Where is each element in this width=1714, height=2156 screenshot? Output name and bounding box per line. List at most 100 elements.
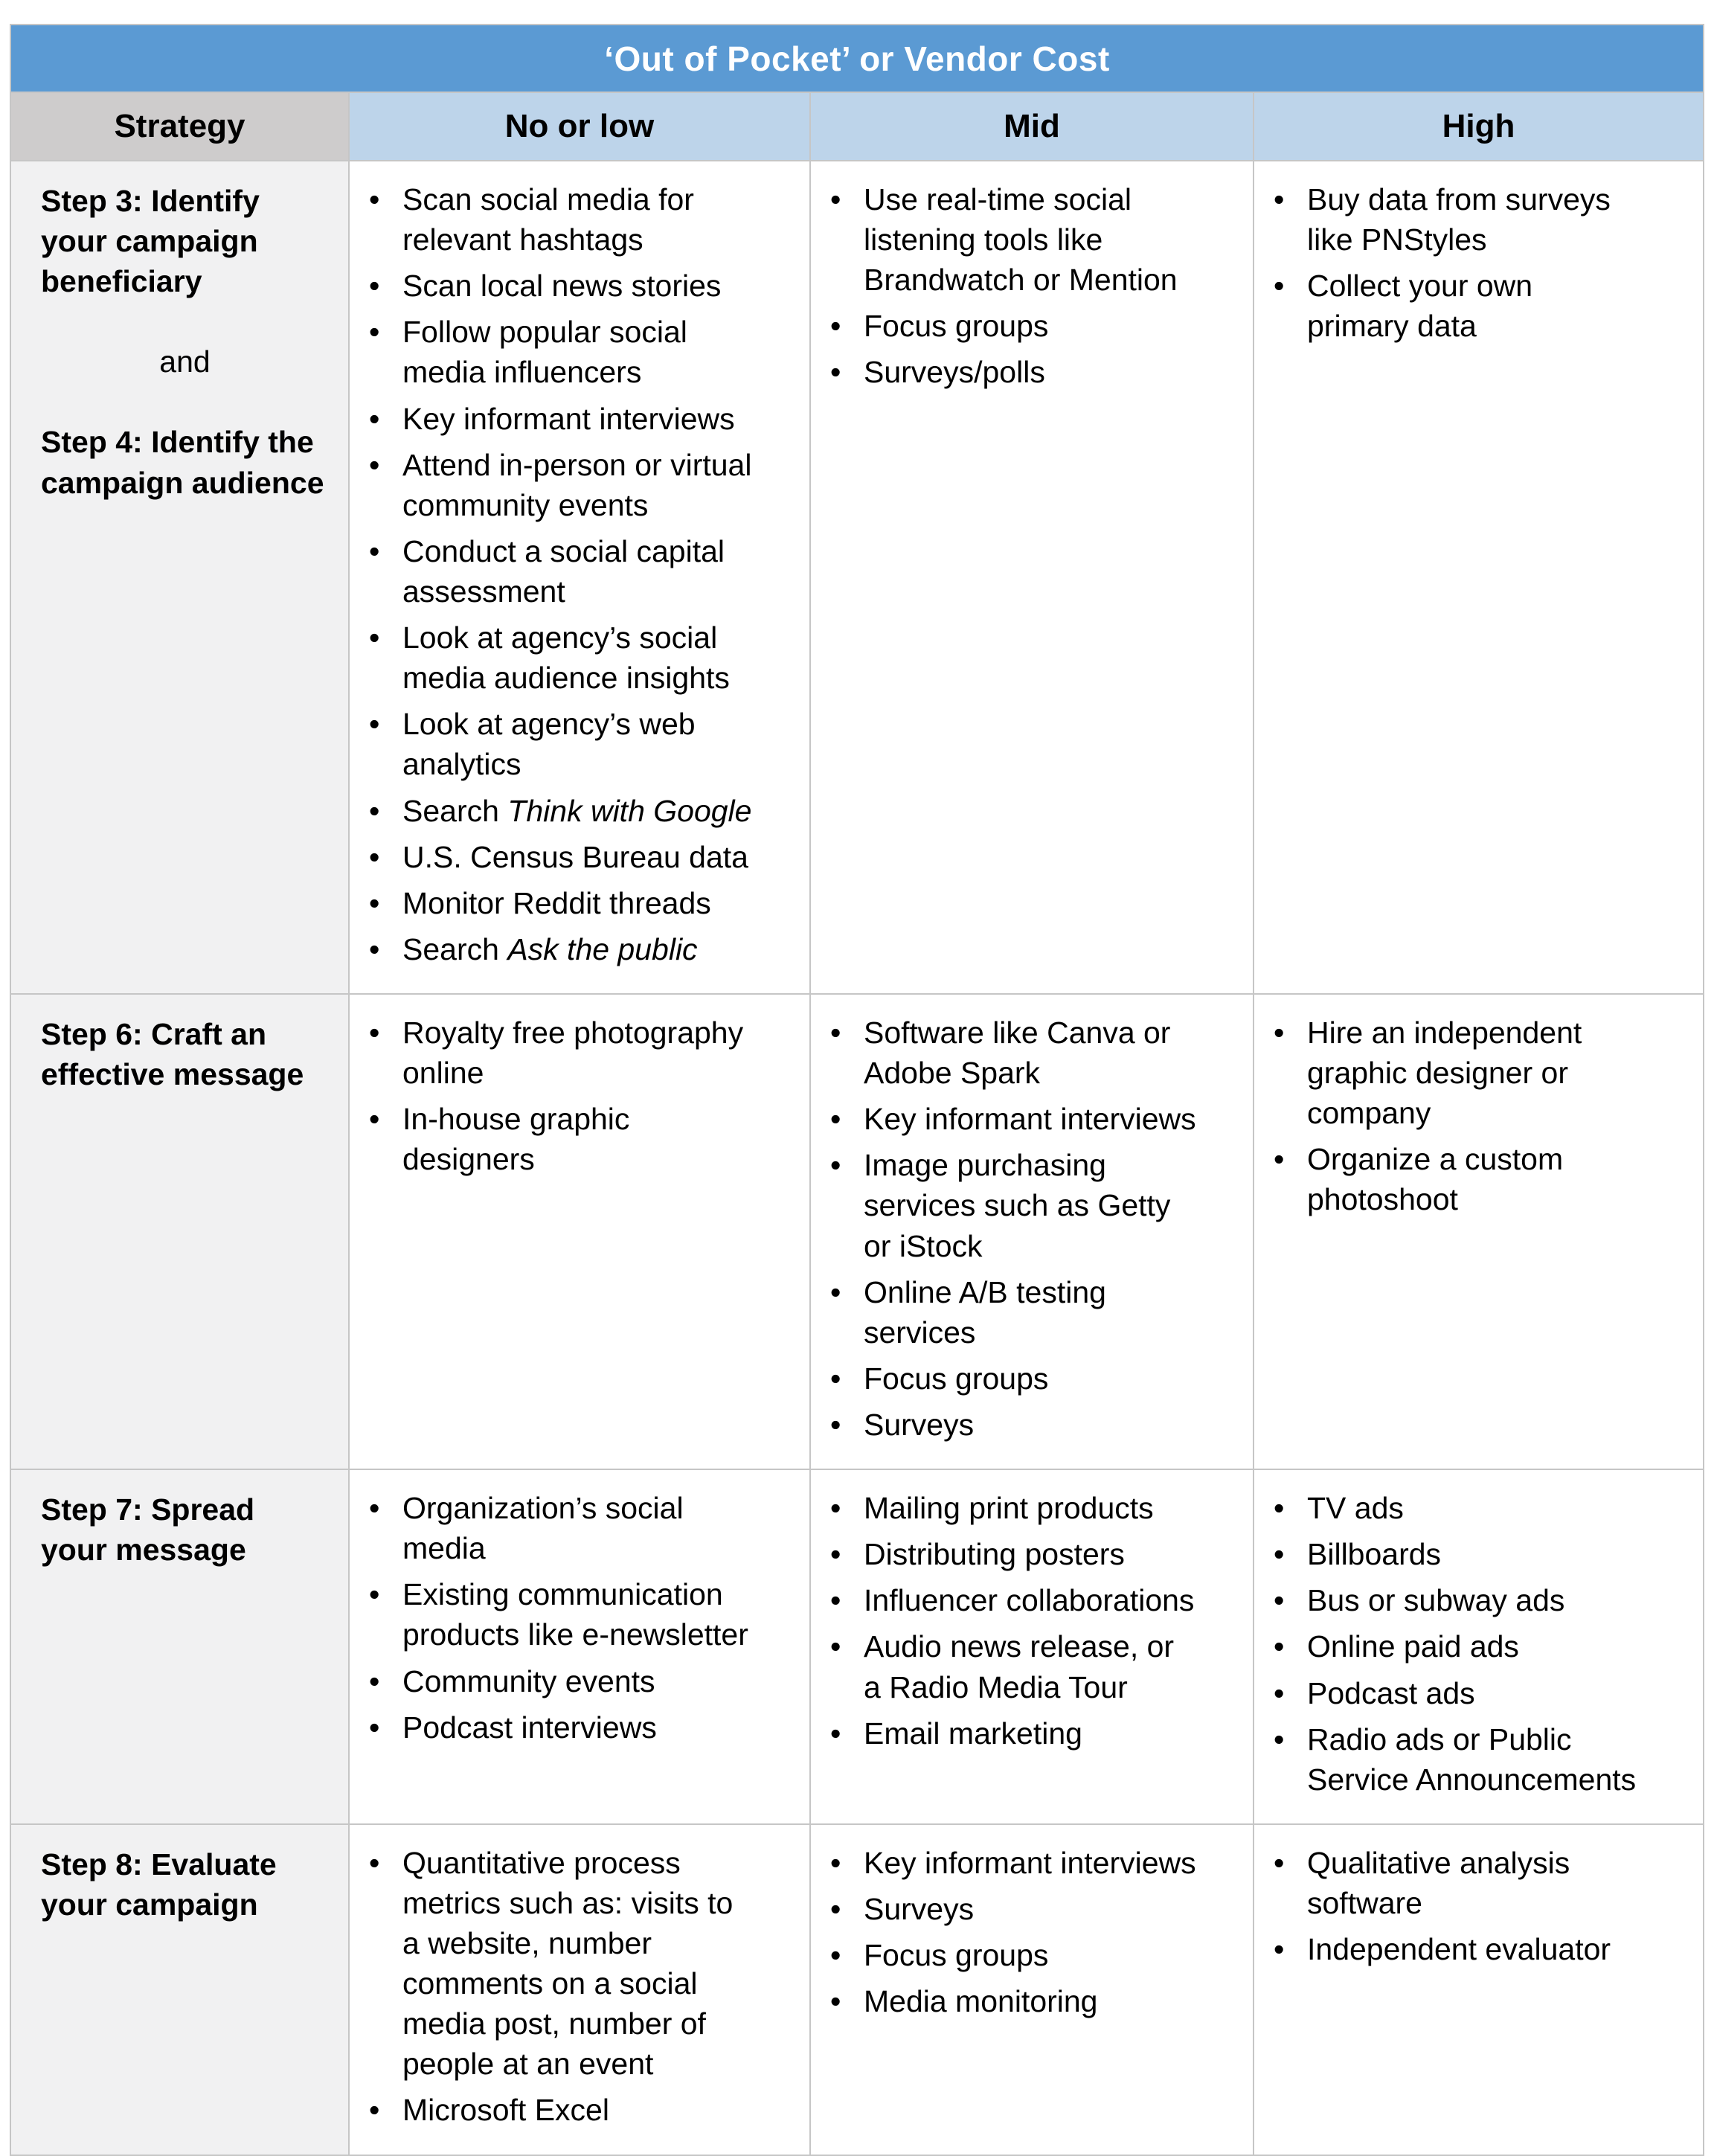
bullet-list: Mailing print products Distributing poste… — [811, 1488, 1253, 1754]
bullet-text-italic: Ask the public — [507, 931, 698, 966]
bullet-item: U.S. Census Bureau data — [350, 837, 809, 877]
bullet-item: Attend in-person or virtual community ev… — [350, 445, 809, 525]
bullet-item: Scan social media for relevant hashtags — [350, 179, 809, 260]
vendor-cost-table: ‘Out of Pocket’ or Vendor Cost Strategy … — [9, 24, 1705, 2156]
bullet-text: Search — [402, 793, 508, 828]
bullet-item: Collect your own primary data — [1254, 266, 1703, 346]
bullet-item: Use real-time social listening tools lik… — [811, 179, 1253, 300]
bullet-item: Mailing print products — [811, 1488, 1253, 1528]
cost-cell-high: Buy data from surveys like PNStylesColle… — [1252, 160, 1705, 995]
bullet-list: Software like Canva or Adobe Spark Key in… — [811, 1013, 1253, 1445]
cost-cell-mid: Use real-time social listening tools lik… — [809, 160, 1254, 995]
bullet-item: Search Think with Google — [350, 791, 809, 831]
title-row: ‘Out of Pocket’ or Vendor Cost — [9, 24, 1705, 93]
bullet-item: Podcast interviews — [350, 1707, 809, 1748]
cost-cell-high: Qualitative analysis software Independent… — [1252, 1823, 1705, 2156]
cost-cell-high: Hire an independent graphic designer or … — [1252, 992, 1705, 1471]
table-row: Step 6: Craft an effective message Royalt… — [10, 992, 1705, 1471]
cost-cell-no-or-low: Scan social media for relevant hashtags S… — [348, 160, 811, 995]
bullet-item: Hire an independent graphic designer or … — [1254, 1013, 1703, 1133]
column-header-no-or-low: No or low — [348, 92, 811, 161]
bullet-list: Quantitative process metrics such as: vi… — [350, 1843, 809, 2131]
strategy-cell: Step 8: Evaluate your campaign — [10, 1823, 350, 2156]
table-row: Step 8: Evaluate your campaign Quantitati… — [10, 1823, 1705, 2156]
bullet-list: Organization’s social mediaExisting comm… — [350, 1488, 809, 1748]
bullet-item: Look at agency’s social media audience i… — [350, 617, 809, 698]
cost-cell-high: TV ads Billboards Bus or subway ads Online … — [1252, 1469, 1705, 1825]
bullet-item: Existing communication products like e-n… — [350, 1574, 809, 1655]
column-header-row: Strategy No or low Mid High — [10, 92, 1705, 161]
table-row: Step 7: Spread your message Organization’… — [10, 1469, 1705, 1825]
bullet-item: Quantitative process metrics such as: vi… — [350, 1843, 809, 2085]
strategy-step-label: Step 3: Identify your campaign beneficia… — [41, 184, 260, 299]
column-header-mid: Mid — [809, 92, 1254, 161]
strategy-connector-label: and — [159, 344, 211, 379]
bullet-item: Key informant interviews — [350, 399, 809, 439]
cost-cell-no-or-low: Organization’s social mediaExisting comm… — [348, 1469, 811, 1825]
strategy-cell: Step 6: Craft an effective message — [10, 992, 350, 1471]
bullet-item: Key informant interviews — [811, 1843, 1253, 1883]
bullet-item: Surveys — [811, 1405, 1253, 1445]
cost-cell-mid: Software like Canva or Adobe Spark Key in… — [809, 992, 1254, 1471]
bullet-item: Image purchasing services such as Getty … — [811, 1145, 1253, 1265]
bullet-item: Community events — [350, 1661, 809, 1701]
bullet-item: Microsoft Excel — [350, 2090, 809, 2130]
cost-cell-mid: Mailing print products Distributing poste… — [809, 1469, 1254, 1825]
column-header-high: High — [1252, 92, 1705, 161]
bullet-item: Organization’s social media — [350, 1488, 809, 1568]
bullet-item: Focus groups — [811, 1935, 1253, 1975]
bullet-item: Search Ask the public — [350, 929, 809, 969]
bullet-item: Bus or subway ads — [1254, 1580, 1703, 1620]
strategy-step-label: Step 4: Identify the campaign audience — [41, 425, 324, 500]
strategy-step-label: Step 7: Spread your message — [41, 1492, 255, 1568]
bullet-list: Scan social media for relevant hashtags S… — [350, 179, 809, 969]
bullet-item: Online paid ads — [1254, 1626, 1703, 1666]
bullet-item: Surveys — [811, 1889, 1253, 1929]
bullet-item: Focus groups — [811, 1358, 1253, 1399]
strategy-cell: Step 7: Spread your message — [10, 1469, 350, 1825]
bullet-item: Independent evaluator — [1254, 1929, 1703, 1969]
table-row: Step 3: Identify your campaign beneficia… — [10, 160, 1705, 995]
table-body: Step 3: Identify your campaign beneficia… — [10, 160, 1705, 2156]
bullet-item: Radio ads or Public Service Announcement… — [1254, 1719, 1703, 1800]
bullet-text: Search — [402, 931, 508, 966]
bullet-item: Billboards — [1254, 1534, 1703, 1574]
strategy-step-label: Step 8: Evaluate your campaign — [41, 1847, 277, 1922]
bullet-item: Podcast ads — [1254, 1673, 1703, 1713]
bullet-item: Online A/B testing services — [811, 1272, 1253, 1353]
table-title: ‘Out of Pocket’ or Vendor Cost — [9, 24, 1705, 93]
strategy-step-label: Step 6: Craft an effective message — [41, 1016, 304, 1092]
bullet-item: Distributing posters — [811, 1534, 1253, 1574]
bullet-item: Audio news release, or a Radio Media Tou… — [811, 1626, 1253, 1707]
bullet-list: Hire an independent graphic designer or … — [1254, 1013, 1703, 1220]
bullet-item: Royalty free photography online — [350, 1013, 809, 1093]
cost-cell-no-or-low: Quantitative process metrics such as: vi… — [348, 1823, 811, 2156]
bullet-item: Buy data from surveys like PNStyles — [1254, 179, 1703, 260]
bullet-list: Use real-time social listening tools lik… — [811, 179, 1253, 393]
bullet-text-italic: Think with Google — [507, 793, 752, 828]
bullet-item: Media monitoring — [811, 1981, 1253, 2021]
bullet-item: In-house graphic designers — [350, 1099, 809, 1179]
cost-cell-no-or-low: Royalty free photography onlineIn-house … — [348, 992, 811, 1471]
bullet-item: Follow popular social media influencers — [350, 312, 809, 392]
bullet-item: Software like Canva or Adobe Spark — [811, 1013, 1253, 1093]
cost-cell-mid: Key informant interviews Surveys Focus gro… — [809, 1823, 1254, 2156]
bullet-item: Influencer collaborations — [811, 1580, 1253, 1620]
bullet-item: Conduct a social capital assessment — [350, 531, 809, 612]
bullet-list: Buy data from surveys like PNStylesColle… — [1254, 179, 1703, 346]
bullet-item: Monitor Reddit threads — [350, 883, 809, 923]
bullet-list: Royalty free photography onlineIn-house … — [350, 1013, 809, 1179]
bullet-item: TV ads — [1254, 1488, 1703, 1528]
bullet-list: Qualitative analysis software Independent… — [1254, 1843, 1703, 1969]
bullet-item: Organize a custom photoshoot — [1254, 1139, 1703, 1219]
bullet-item: Email marketing — [811, 1713, 1253, 1754]
strategy-cell: Step 3: Identify your campaign beneficia… — [10, 160, 350, 995]
bullet-list: Key informant interviews Surveys Focus gro… — [811, 1843, 1253, 2022]
bullet-item: Qualitative analysis software — [1254, 1843, 1703, 1923]
bullet-list: TV ads Billboards Bus or subway ads Online … — [1254, 1488, 1703, 1800]
bullet-item: Scan local news stories — [350, 266, 809, 306]
column-header-strategy: Strategy — [10, 92, 350, 161]
bullet-item: Focus groups — [811, 306, 1253, 346]
bullet-item: Surveys/polls — [811, 352, 1253, 392]
bullet-item: Look at agency’s web analytics — [350, 704, 809, 784]
